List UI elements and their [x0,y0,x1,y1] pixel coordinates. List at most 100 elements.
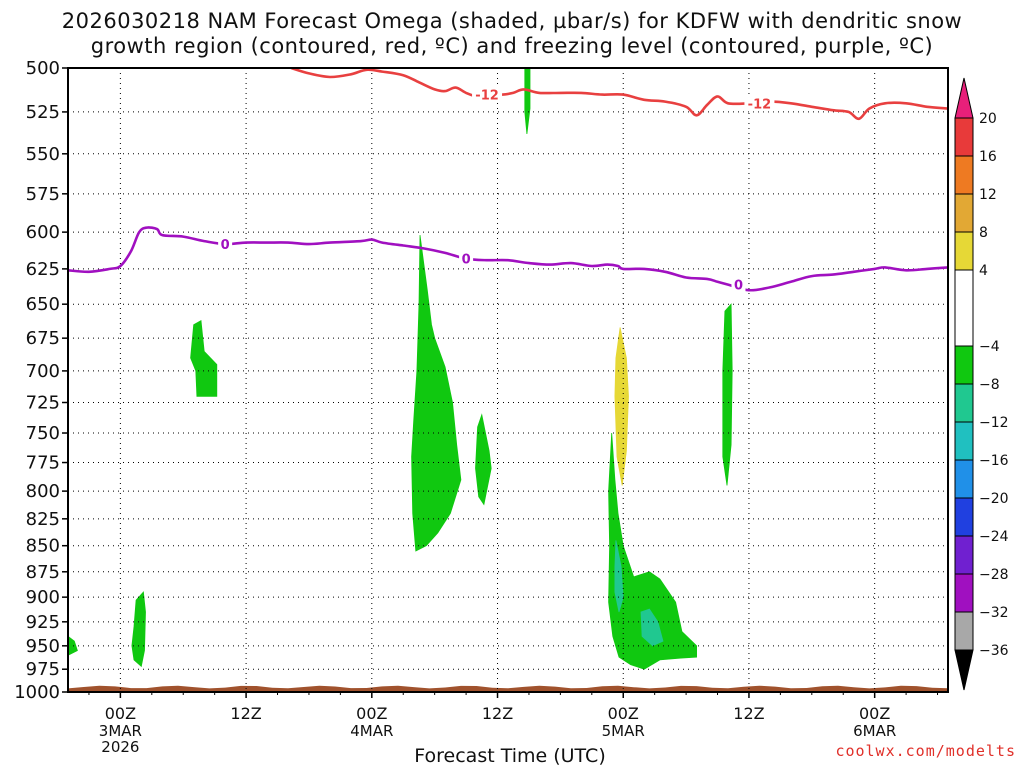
y-tick-label-650: 650 [26,294,60,315]
pressure-axis: 500 525 550 575 600 625 650 675 700 725 750 775 800 8… [14,58,68,703]
y-tick-label-600: 600 [26,222,60,243]
y-tick-label-875: 875 [26,562,60,583]
colorbar-bin-7 [954,383,974,423]
colorbar-bin-4 [954,231,974,271]
x-tick-label-72: 00Z [859,704,890,723]
colorbar-bin-11 [954,535,974,575]
y-tick-label-775: 775 [26,453,60,474]
colorbar-bin-5 [954,269,974,347]
x-tick-label-60: 12Z [733,704,764,723]
y-tick-label-725: 725 [26,392,60,413]
omega-region-4 [722,303,733,486]
contour-label-1-1: 0 [462,253,471,268]
contour-label-0-1: -12 [748,97,772,112]
colorbar-top-arrow [954,77,974,119]
y-tick-label-1000: 1000 [14,682,60,703]
chart-title-line-2: growth region (contoured, red, ºC) and f… [90,34,934,58]
colorbar-label-2: 12 [979,187,997,203]
y-tick-label-950: 950 [26,636,60,657]
colorbar-label-6: −8 [979,377,1000,393]
colorbar-label-0: 20 [979,111,997,127]
x-tick-label-0: 00Z [105,704,136,723]
x-tick-date-24: 4MAR [350,722,393,740]
y-tick-label-925: 925 [26,612,60,633]
contour-label-bg-0-0 [472,86,503,103]
contour-label-0-0: -12 [475,89,499,104]
contour-label-bg-1-2 [731,276,746,293]
colorbar-bin-13 [954,611,974,651]
y-tick-label-550: 550 [26,144,60,165]
chart-title-line-1: 2026030218 NAM Forecast Omega (shaded, µ… [61,9,963,33]
x-tick-date-0: 3MAR [99,722,142,740]
x-tick-label-24: 00Z [356,704,387,723]
y-tick-label-500: 500 [26,58,60,79]
y-tick-label-900: 900 [26,587,60,608]
colorbar-bottom-arrow [954,649,974,691]
y-tick-label-750: 750 [26,423,60,444]
omega-region-0 [524,68,531,134]
colorbar-bin-9 [954,459,974,499]
omega-region-6 [68,635,78,656]
plot-frame [67,67,949,693]
y-tick-label-975: 975 [26,659,60,680]
y-tick-label-850: 850 [26,536,60,557]
omega-region-2 [411,235,462,552]
colorbar-bin-2 [954,155,974,195]
colorbar-label-3: 8 [979,225,988,241]
omega-region-9 [640,608,664,647]
x-tick-date-72: 6MAR [853,722,896,740]
colorbar-label-9: −20 [979,491,1009,507]
x-tick-date-48: 5MAR [602,722,645,740]
colorbar-label-8: −16 [979,453,1009,469]
colorbar-bin-8 [954,421,974,461]
omega-shaded-regions [68,68,733,670]
colorbar-label-11: −28 [979,567,1009,583]
omega-region-1 [190,320,218,397]
terrain-band [68,685,948,692]
omega-region-8 [614,540,624,613]
contour-label-1-0: 0 [221,238,230,253]
colorbar-bin-10 [954,497,974,537]
omega-region-5 [131,591,146,668]
terrain-band-fill [68,685,948,692]
x-tick-label-12: 12Z [230,704,261,723]
y-tick-label-700: 700 [26,361,60,382]
contour-label-1-2: 0 [734,279,743,294]
contour-labels: -12 -12 0 0 0 [218,86,775,294]
x-tick-label-36: 12Z [482,704,513,723]
colorbar-label-4: 4 [979,263,988,279]
colorbar-label-10: −24 [979,529,1009,545]
y-tick-label-825: 825 [26,509,60,530]
colorbar-label-7: −12 [979,415,1009,431]
x-tick-label-48: 00Z [608,704,639,723]
omega-region-7 [608,432,697,670]
contour-lines [68,68,948,292]
colorbar-bin-1 [954,117,974,157]
y-tick-label-800: 800 [26,481,60,502]
credit-link[interactable]: coolwx.com/modelts [835,742,1016,760]
colorbar-label-13: −36 [979,643,1009,659]
contour-line-1 [68,226,948,292]
y-tick-label-625: 625 [26,259,60,280]
x-axis-title: Forecast Time (UTC) [414,745,606,767]
omega-region-10 [614,327,629,486]
y-tick-label-575: 575 [26,184,60,205]
colorbar-bin-6 [954,345,974,385]
colorbar-label-12: −32 [979,605,1009,621]
contour-label-bg-0-1 [744,95,775,112]
omega-region-3 [475,413,492,506]
colorbar: 20 16 12 8 4 −4 −8 −12 −16 −20 −24 −28 −32 −36 [954,77,1009,691]
y-tick-label-525: 525 [26,102,60,123]
plot-gridlines [68,67,948,693]
y-tick-label-675: 675 [26,328,60,349]
contour-label-bg-1-1 [459,250,474,267]
x-tick-year-0: 2026 [101,738,139,756]
colorbar-bin-12 [954,573,974,613]
colorbar-bin-3 [954,193,974,233]
contour-line-0 [290,68,948,121]
colorbar-label-5: −4 [979,339,1000,355]
colorbar-label-1: 16 [979,149,997,165]
contour-label-bg-1-0 [218,236,233,253]
